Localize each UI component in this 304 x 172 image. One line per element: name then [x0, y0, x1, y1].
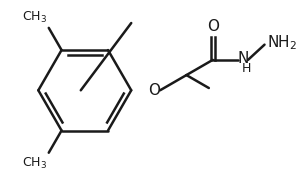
Text: NH$_2$: NH$_2$: [267, 34, 297, 52]
Text: CH$_3$: CH$_3$: [22, 156, 47, 171]
Text: O: O: [207, 19, 219, 34]
Text: H: H: [242, 62, 251, 75]
Text: O: O: [148, 83, 160, 98]
Text: CH$_3$: CH$_3$: [22, 10, 47, 25]
Text: N: N: [237, 51, 249, 66]
